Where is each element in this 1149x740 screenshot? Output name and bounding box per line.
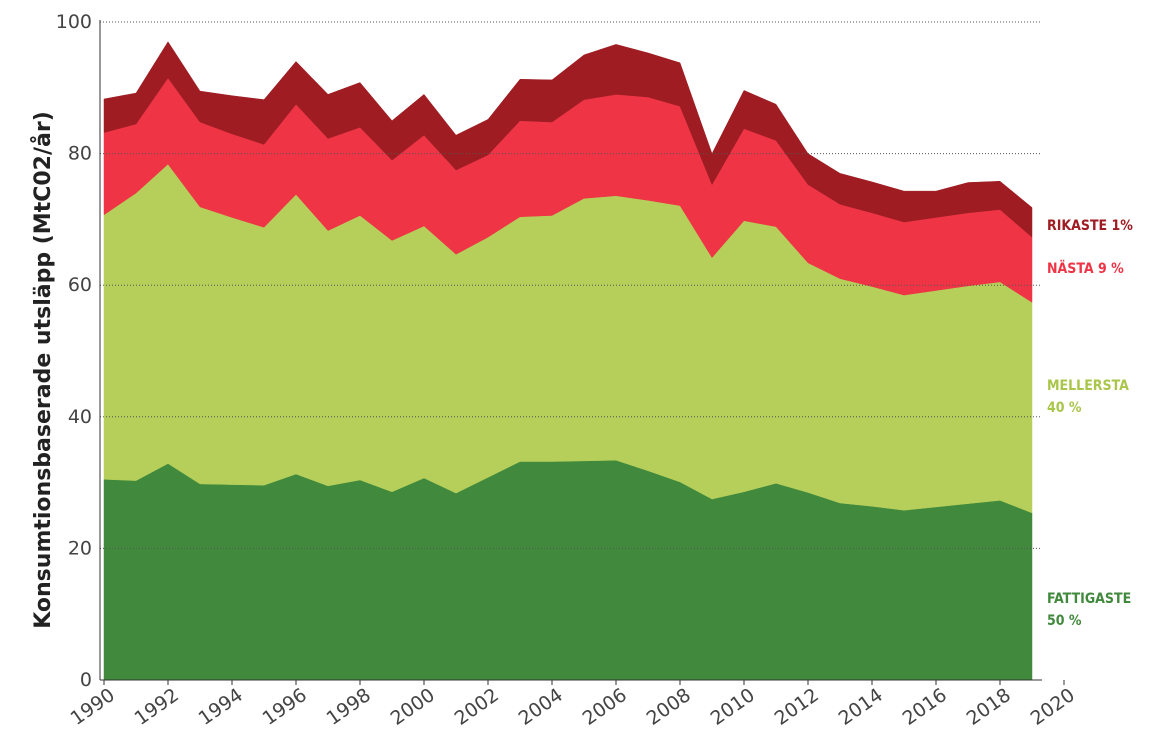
x-tick-label: 2012 [771, 684, 823, 730]
x-tick-label: 2002 [451, 684, 503, 730]
x-tick-label: 2006 [579, 684, 631, 730]
x-tick-label: 2016 [899, 684, 951, 730]
y-tick-label: 40 [68, 406, 92, 428]
x-tick-label: 2010 [707, 684, 759, 730]
x-tick-label: 1994 [195, 684, 247, 730]
y-tick-label: 60 [68, 274, 92, 296]
x-tick-label: 2000 [387, 684, 439, 730]
x-tick-label: 1998 [323, 684, 375, 730]
x-tick-label: 1996 [259, 684, 311, 730]
y-tick-label: 100 [56, 11, 92, 33]
y-tick-label: 20 [68, 537, 92, 559]
series-label: NÄSTA 9 % [1047, 261, 1124, 277]
x-tick-label: 1990 [67, 684, 119, 730]
x-tick-label: 2004 [515, 684, 567, 730]
y-tick-label: 80 [68, 143, 92, 165]
x-tick-label: 1992 [131, 684, 183, 730]
x-tick-label: 2020 [1027, 684, 1079, 730]
area [103, 41, 1033, 238]
y-tick-label: 0 [80, 669, 92, 691]
x-tick-label: 2008 [643, 684, 695, 730]
series-label: MELLERSTA 40 % [1047, 378, 1129, 416]
x-tick-label: 2014 [835, 684, 887, 730]
y-axis-label: Konsumtionsbaserade utsläpp (MtC02/år) [30, 111, 56, 629]
series-label: FATTIGASTE 50 % [1047, 591, 1132, 629]
series-label: RIKASTE 1% [1047, 218, 1133, 234]
x-tick-label: 2018 [963, 684, 1015, 730]
